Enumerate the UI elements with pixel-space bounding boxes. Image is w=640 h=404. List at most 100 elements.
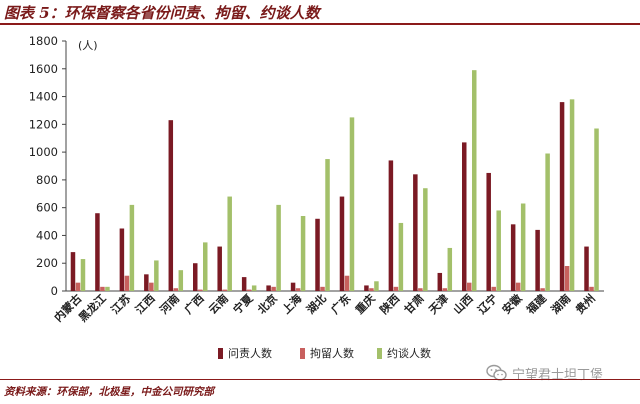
bar-1 <box>535 229 540 291</box>
bar-3 <box>178 270 184 291</box>
category-label: 宁夏 <box>230 291 256 317</box>
bar-3 <box>374 281 379 291</box>
y-tick-label: 200 <box>36 256 58 270</box>
bar-2 <box>369 288 374 291</box>
bar-1 <box>559 102 565 291</box>
footer-divider <box>0 379 640 380</box>
bar-3 <box>203 242 208 291</box>
bar-1 <box>339 196 345 291</box>
category-label: 云南 <box>206 291 231 316</box>
watermark-text: 宁望君士坦丁堡 <box>512 367 604 383</box>
bar-1 <box>437 272 443 291</box>
category-label: 天津 <box>426 291 451 316</box>
bar-2 <box>540 288 545 291</box>
bar-3 <box>325 159 330 291</box>
category-label: 广西 <box>181 291 206 316</box>
category-label: 陕西 <box>377 291 402 316</box>
bar-2 <box>149 282 154 291</box>
bar-3 <box>447 247 453 291</box>
page-title: 图表 5：环保督察各省份问责、拘留、约谈人数 <box>4 4 320 22</box>
bar-1 <box>168 120 174 291</box>
bar-3 <box>545 153 550 291</box>
watermark: 宁望君士坦丁堡 <box>486 362 603 384</box>
bar-3 <box>80 259 86 291</box>
unit-label: (人) <box>78 39 98 52</box>
legend-swatch-3 <box>377 348 382 359</box>
bar-3 <box>129 204 135 291</box>
category-label: 湖北 <box>303 291 328 316</box>
bar-3 <box>594 128 599 291</box>
bar-3 <box>251 285 257 291</box>
category-label: 福建 <box>523 291 550 318</box>
bar-2 <box>491 286 496 291</box>
bar-2 <box>564 266 570 291</box>
bar-1 <box>462 142 467 291</box>
bar-1 <box>413 174 418 291</box>
bar-2 <box>198 289 203 291</box>
y-tick-label: 1600 <box>29 62 58 76</box>
bar-2 <box>173 288 179 291</box>
category-label: 安徽 <box>499 291 525 317</box>
category-label: 黑龙江 <box>76 291 109 324</box>
bar-2 <box>320 286 325 291</box>
y-tick-label: 400 <box>36 228 58 242</box>
legend-swatch-1 <box>218 348 223 359</box>
category-label: 上海 <box>279 291 304 316</box>
bar-2 <box>515 282 521 291</box>
bar-1 <box>266 285 271 291</box>
bar-2 <box>344 275 350 291</box>
bar-2 <box>271 286 276 291</box>
bar-2 <box>124 275 130 291</box>
bar-2 <box>442 288 448 291</box>
category-label: 广东 <box>328 291 353 316</box>
legend-swatch-2 <box>300 348 305 359</box>
bar-3 <box>398 222 404 291</box>
category-label: 北京 <box>255 291 280 316</box>
bar-3 <box>154 260 159 291</box>
bar-1 <box>70 252 76 291</box>
bar-2 <box>467 282 472 291</box>
bar-1 <box>241 277 247 291</box>
y-tick-label: 800 <box>36 173 58 187</box>
bar-3 <box>520 203 526 291</box>
bar-2 <box>418 288 423 291</box>
category-label: 河南 <box>157 291 182 316</box>
wechat-icon <box>486 364 507 381</box>
category-label: 江西 <box>132 291 157 316</box>
bar-3 <box>227 196 232 291</box>
legend-label-1: 问责人数 <box>228 347 272 360</box>
bar-1 <box>290 282 296 291</box>
bar-1 <box>364 285 369 291</box>
bar-2 <box>589 286 594 291</box>
category-label: 山西 <box>450 291 475 316</box>
bar-2 <box>100 286 105 291</box>
source-note: 资料来源：环保部，北极星，中金公司研究部 <box>4 386 214 398</box>
bar-1 <box>315 218 320 291</box>
title-divider <box>0 23 640 25</box>
bar-3 <box>569 99 575 291</box>
title-bar: 图表 5：环保督察各省份问责、拘留、约谈人数 <box>0 0 640 25</box>
bar-3 <box>300 216 306 291</box>
y-tick-label: 1800 <box>29 34 58 48</box>
bar-3 <box>276 204 281 291</box>
bar-1 <box>584 246 589 291</box>
y-tick-label: 600 <box>36 201 58 215</box>
bar-3 <box>349 117 355 291</box>
bar-2 <box>295 288 301 291</box>
legend-label-2: 拘留人数 <box>310 346 354 360</box>
category-label: 贵州 <box>572 291 597 316</box>
bar-3 <box>472 70 477 291</box>
bar-1 <box>193 263 198 291</box>
bar-3 <box>423 188 428 291</box>
bar-1 <box>486 172 491 291</box>
category-label: 重庆 <box>352 291 377 316</box>
bar-2 <box>222 289 227 291</box>
bar-2 <box>246 289 252 291</box>
bar-1 <box>95 213 100 291</box>
category-label: 甘肃 <box>401 291 426 316</box>
bar-2 <box>393 286 399 291</box>
bar-1 <box>144 274 149 291</box>
category-label: 江苏 <box>108 291 133 316</box>
y-tick-label: 1000 <box>29 145 58 159</box>
